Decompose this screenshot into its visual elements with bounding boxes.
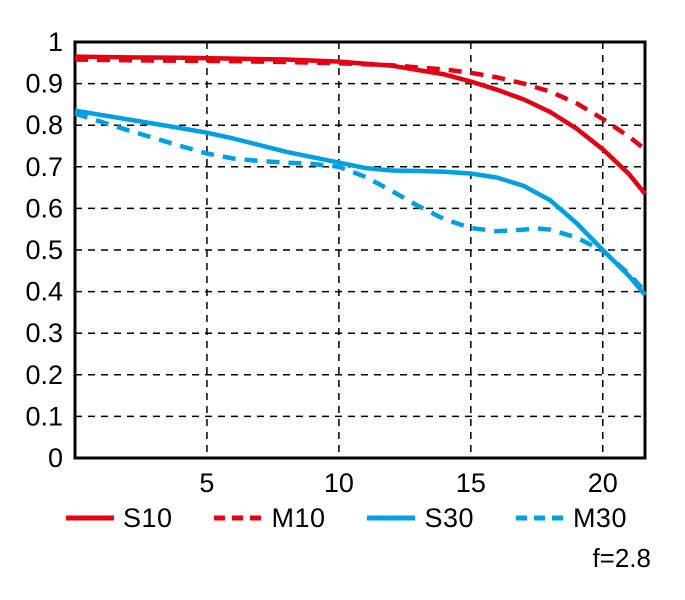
svg-text:0.6: 0.6: [25, 193, 63, 223]
svg-text:0.2: 0.2: [25, 360, 63, 390]
svg-text:0.3: 0.3: [25, 318, 63, 348]
svg-text:5: 5: [199, 468, 214, 497]
legend-label-m30: M30: [572, 502, 627, 533]
legend-swatch-m30: [515, 515, 564, 521]
mtf-chart-plot: 00.10.20.30.40.50.60.70.80.915 10 15 20: [25, 27, 647, 497]
svg-text:0.4: 0.4: [25, 277, 63, 307]
svg-text:0.9: 0.9: [25, 69, 63, 99]
svg-text:0.7: 0.7: [25, 152, 63, 182]
legend-item-s30: S30: [367, 503, 474, 534]
svg-text:0: 0: [48, 443, 63, 473]
svg-text:1: 1: [48, 27, 63, 57]
legend-item-s10: S10: [66, 503, 173, 534]
svg-text:0.5: 0.5: [25, 235, 63, 265]
chart-legend: S10 M10 S30 M30: [0, 497, 685, 539]
svg-text:0.1: 0.1: [25, 401, 63, 431]
svg-text:10: 10: [324, 468, 354, 497]
legend-item-m30: M30: [515, 502, 627, 534]
legend-label-s10: S10: [123, 502, 173, 533]
legend-swatch-s10: [66, 515, 114, 521]
svg-text:20: 20: [588, 468, 618, 497]
aperture-label: f=2.8: [592, 543, 651, 573]
legend-swatch-m10: [214, 515, 263, 521]
legend-label-m10: M10: [271, 502, 326, 533]
svg-text:0.8: 0.8: [25, 110, 63, 140]
legend-item-m10: M10: [214, 503, 325, 534]
svg-text:15: 15: [456, 468, 486, 497]
legend-label-s30: S30: [424, 502, 474, 533]
legend-swatch-s30: [367, 515, 416, 521]
